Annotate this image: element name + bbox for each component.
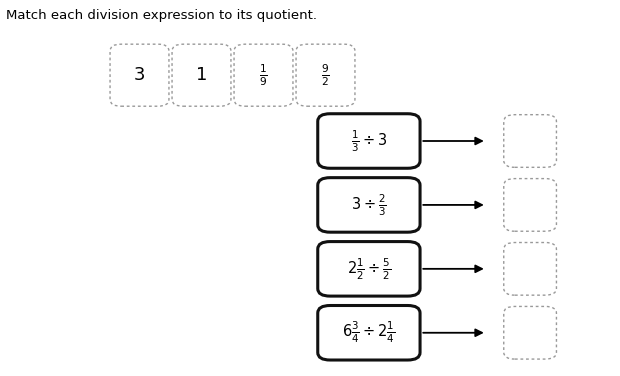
Text: Match each division expression to its quotient.: Match each division expression to its qu… — [6, 9, 317, 23]
FancyBboxPatch shape — [503, 243, 556, 295]
FancyBboxPatch shape — [317, 242, 420, 296]
FancyBboxPatch shape — [234, 44, 293, 106]
Text: $\frac{1}{9}$: $\frac{1}{9}$ — [259, 62, 268, 88]
FancyBboxPatch shape — [317, 305, 420, 360]
FancyBboxPatch shape — [317, 114, 420, 168]
FancyBboxPatch shape — [317, 177, 420, 232]
FancyBboxPatch shape — [503, 179, 556, 231]
Text: $\frac{9}{2}$: $\frac{9}{2}$ — [321, 62, 330, 88]
Text: 1: 1 — [196, 66, 207, 84]
Text: 3: 3 — [134, 66, 145, 84]
Text: $2\frac{1}{2} \div \frac{5}{2}$: $2\frac{1}{2} \div \frac{5}{2}$ — [347, 256, 391, 282]
Text: $6\frac{3}{4} \div 2\frac{1}{4}$: $6\frac{3}{4} \div 2\frac{1}{4}$ — [342, 320, 396, 346]
FancyBboxPatch shape — [503, 115, 556, 167]
FancyBboxPatch shape — [172, 44, 231, 106]
FancyBboxPatch shape — [503, 306, 556, 359]
Text: $\frac{1}{3} \div 3$: $\frac{1}{3} \div 3$ — [351, 128, 387, 154]
FancyBboxPatch shape — [110, 44, 169, 106]
FancyBboxPatch shape — [296, 44, 355, 106]
Text: $3 \div \frac{2}{3}$: $3 \div \frac{2}{3}$ — [351, 192, 387, 218]
